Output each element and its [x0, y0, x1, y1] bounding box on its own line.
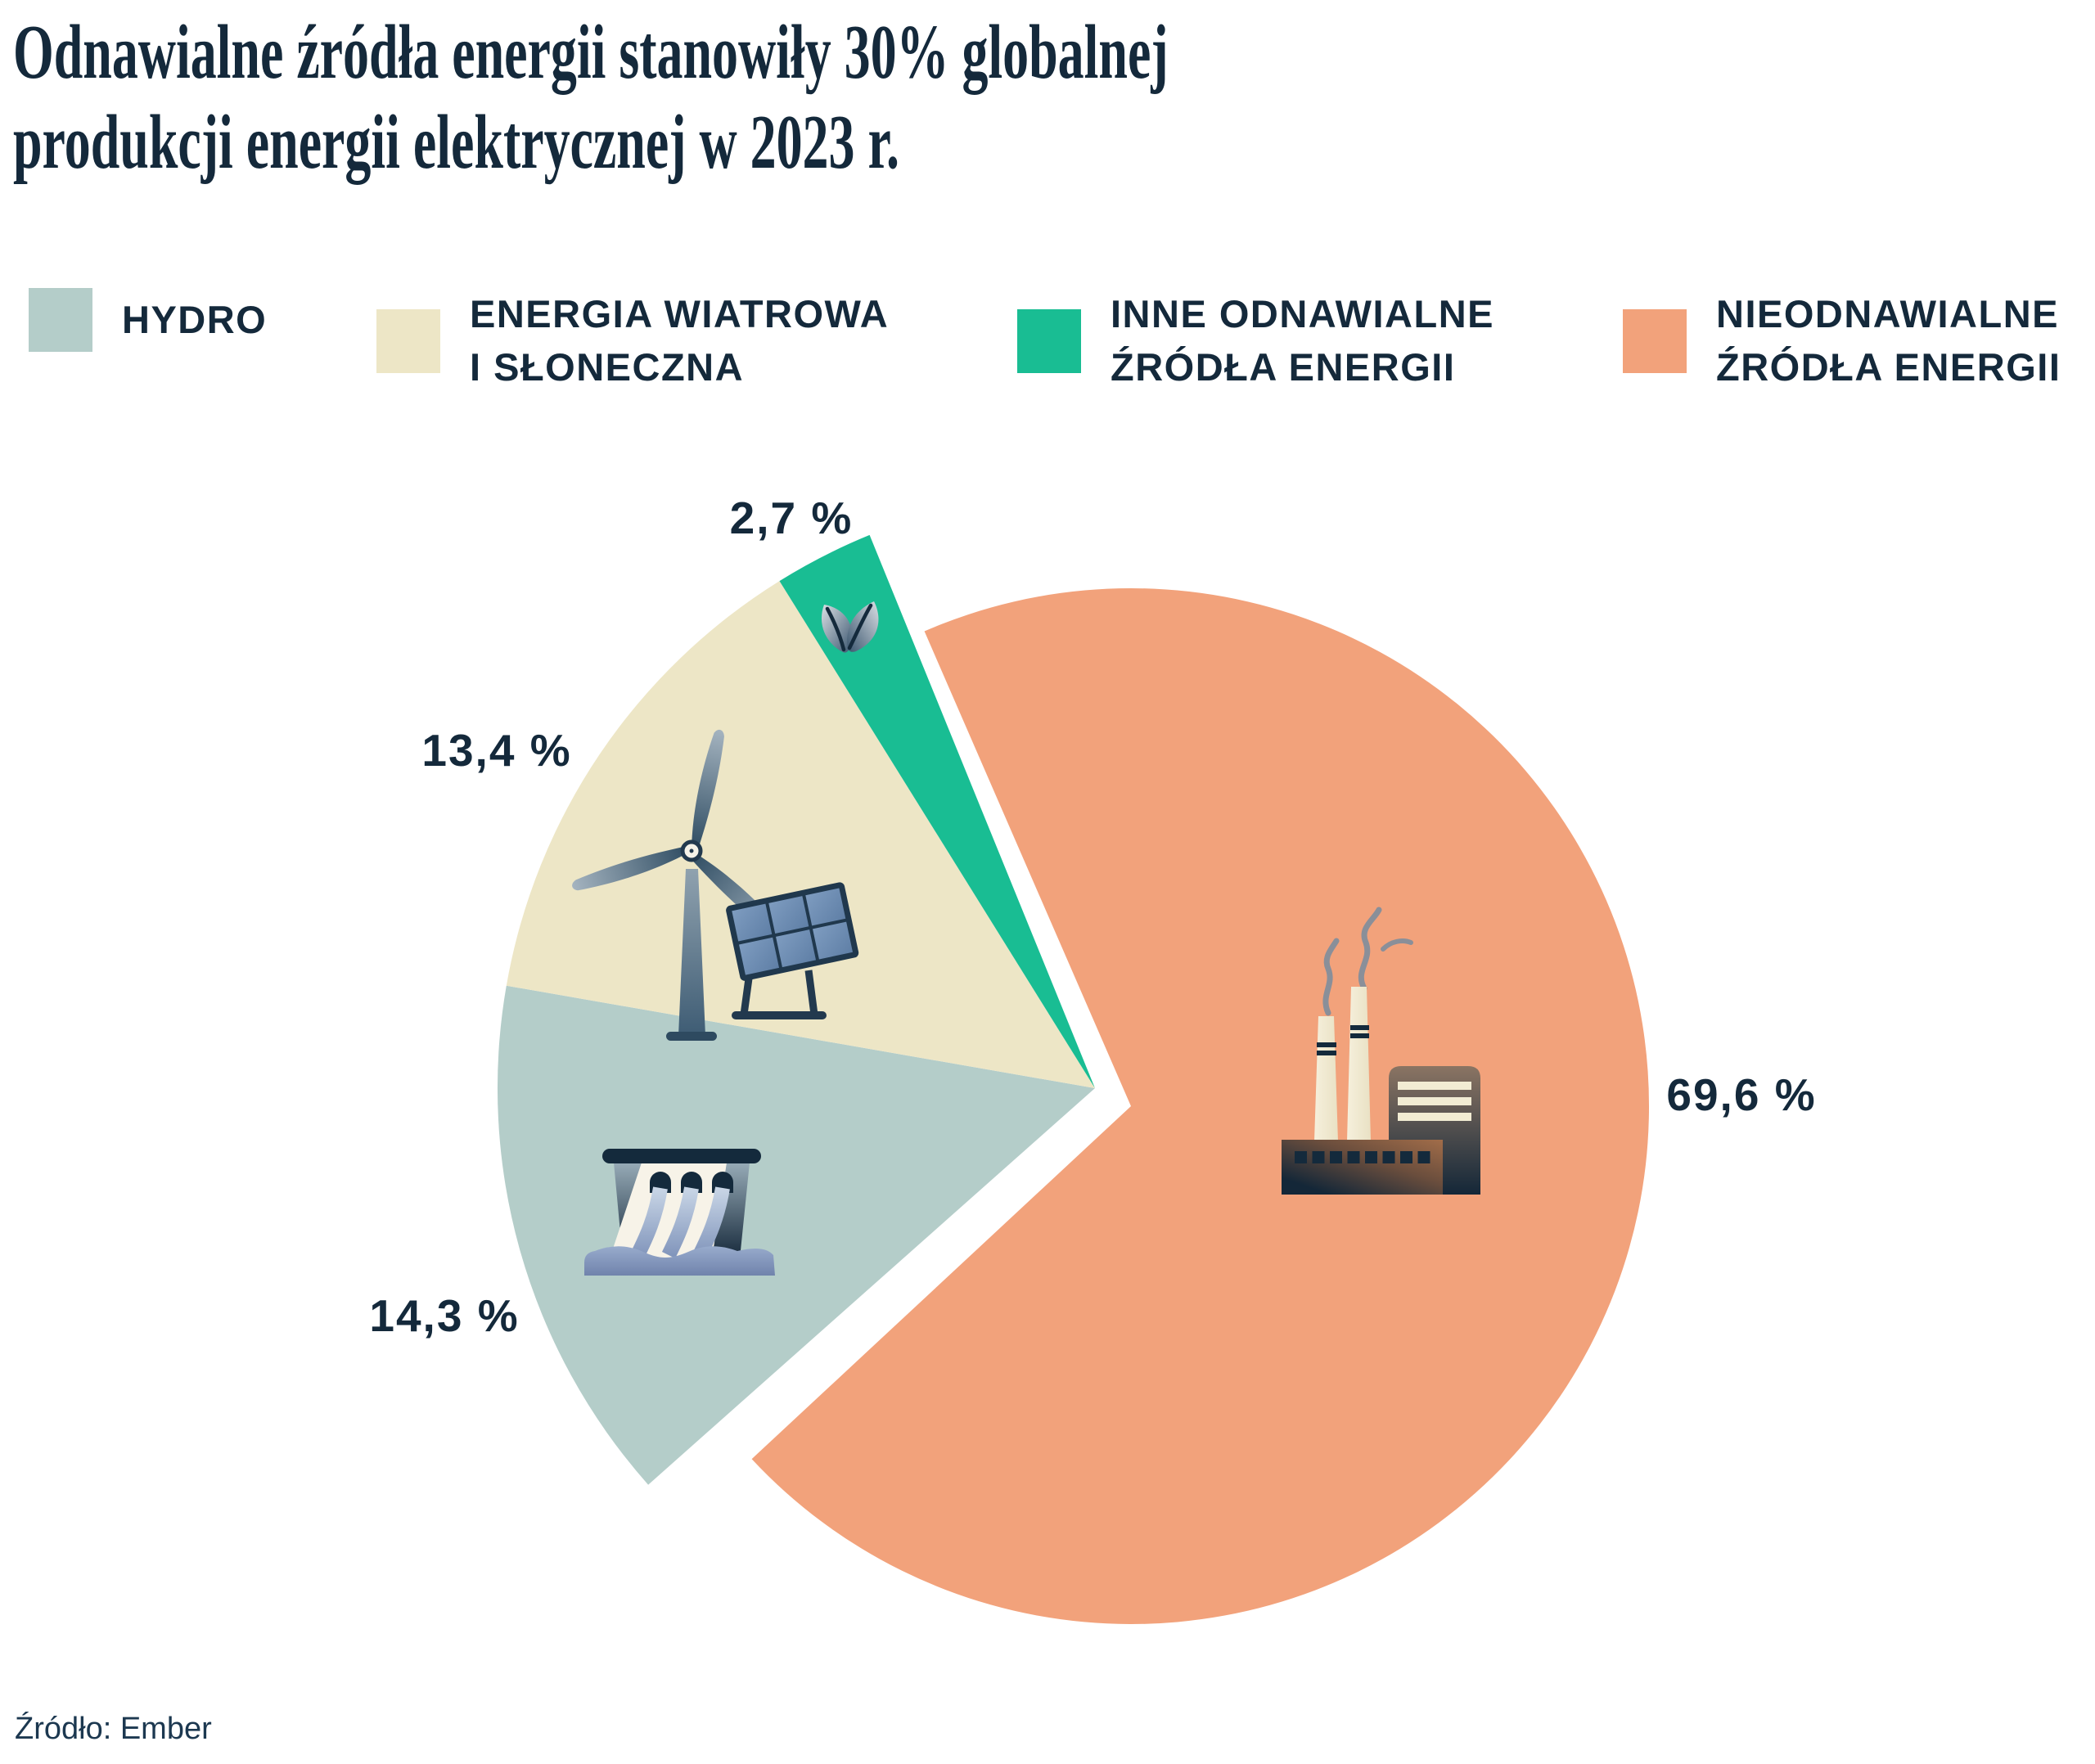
legend-swatch-non-renewables	[1623, 308, 1687, 373]
pie-label-wind-solar: 13,4 %	[421, 725, 572, 776]
pie-label-non-renewables: 69,6 %	[1666, 1069, 1817, 1120]
legend-swatch-wind-solar	[376, 308, 440, 373]
legend-label-wind-solar: ENERGIA WIATROWA I SŁONECZNA	[470, 292, 890, 389]
factory-icon	[1282, 907, 1480, 1195]
solar-panel-icon	[726, 882, 859, 1019]
pie-label-other-renewables: 2,7 %	[729, 493, 854, 543]
pie-slice-energia-wiatrowa-i-s-oneczna	[506, 581, 1095, 1088]
title-line-1: Odnawialne źródła energii stanowiły 30% …	[13, 10, 1169, 95]
leaf-icon	[821, 601, 879, 653]
pie-slice-hydro	[497, 985, 1095, 1485]
legend-swatch-hydro	[29, 288, 92, 352]
legend-label-non-renewables: NIEODNAWIALNE ŹRÓDŁA ENERGII	[1716, 292, 2061, 389]
legend-swatch-other-renewables	[1017, 308, 1081, 373]
dam-icon	[584, 1149, 775, 1276]
pie-slices-group	[497, 534, 1650, 1624]
pie-label-hydro: 14,3 %	[369, 1290, 520, 1341]
pie-slice-nieodnawialne-r-d-a-energii	[751, 587, 1650, 1624]
legend-item-wind-solar: ENERGIA WIATROWA I SŁONECZNA	[376, 288, 889, 394]
legend-item-hydro: HYDRO	[29, 288, 267, 352]
pie-slice-inne-odnawialne-r-d-a-energii	[779, 534, 1095, 1088]
legend-item-non-renewables: NIEODNAWIALNE ŹRÓDŁA ENERGII	[1623, 288, 2061, 394]
legend-item-other-renewables: INNE ODNAWIALNE ŹRÓDŁA ENERGII	[1017, 288, 1494, 394]
page-title: Odnawialne źródła energii stanowiły 30% …	[13, 8, 2092, 188]
legend-label-other-renewables: INNE ODNAWIALNE ŹRÓDŁA ENERGII	[1111, 292, 1494, 389]
source-note: Źródło: Ember	[15, 1712, 212, 1746]
title-line-2: produkcji energii elektrycznej w 2023 r.	[13, 99, 899, 185]
legend-label-hydro: HYDRO	[122, 297, 268, 341]
